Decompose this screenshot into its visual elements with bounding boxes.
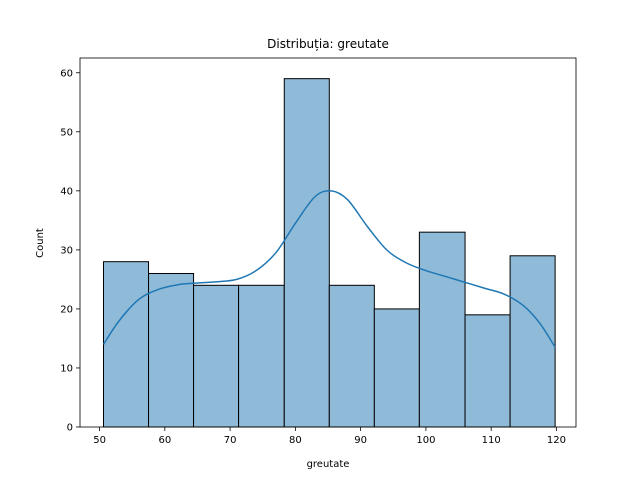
- plot-frame: [79, 57, 577, 428]
- kde-line: [102, 189, 556, 348]
- y-tick-label: 60: [60, 68, 73, 79]
- x-tick-label: 80: [289, 435, 302, 446]
- x-tick-label: 120: [547, 435, 566, 446]
- kde-curve: [102, 189, 556, 348]
- y-tick-label: 20: [60, 304, 73, 315]
- x-tick-label: 110: [482, 435, 501, 446]
- histogram-bar: [148, 272, 195, 428]
- histogram-bar: [328, 284, 375, 428]
- histogram-bar: [238, 284, 285, 428]
- x-axis-ticks: 50 60 70 80 90 100 110 120: [93, 427, 566, 446]
- histogram-bar: [418, 231, 466, 428]
- histogram-bar: [464, 314, 511, 428]
- y-axis-label: Count: [35, 228, 46, 258]
- histogram-bar: [283, 78, 330, 428]
- x-tick-label: 100: [416, 435, 435, 446]
- y-tick-label: 40: [60, 186, 73, 197]
- x-axis-label: greutate: [307, 459, 350, 470]
- histogram-bar: [373, 308, 420, 428]
- histogram-bar: [509, 255, 556, 428]
- histogram-bars: [102, 78, 556, 428]
- y-tick-label: 30: [60, 245, 73, 256]
- x-tick-label: 50: [93, 435, 106, 446]
- y-axis-ticks: 0 10 20 30 40 50 60: [60, 68, 80, 434]
- histogram-bar: [193, 284, 240, 428]
- y-tick-label: 10: [60, 363, 73, 374]
- x-tick-label: 60: [158, 435, 171, 446]
- axes: [79, 57, 577, 428]
- histogram-bar: [102, 261, 150, 428]
- x-tick-label: 70: [224, 435, 237, 446]
- y-tick-label: 0: [67, 423, 73, 434]
- chart-title: Distribuția: greutate: [267, 37, 389, 51]
- y-tick-label: 50: [60, 127, 73, 138]
- x-tick-label: 90: [354, 435, 367, 446]
